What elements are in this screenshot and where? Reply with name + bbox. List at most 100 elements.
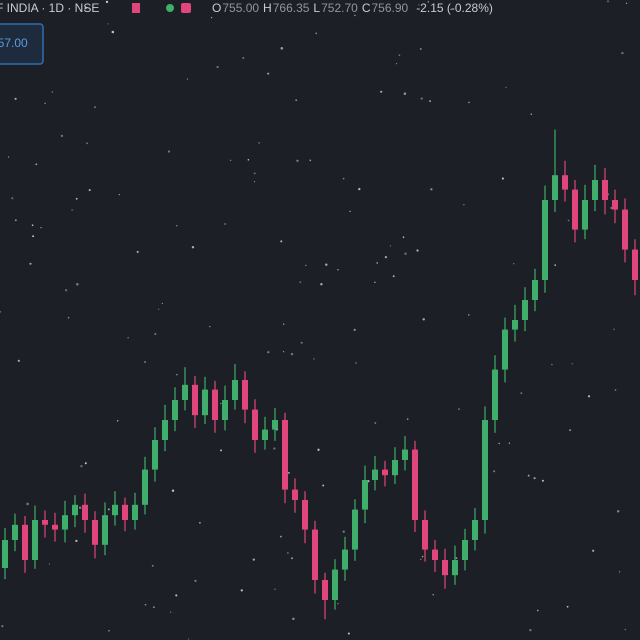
dot xyxy=(118,193,120,196)
dot xyxy=(167,150,171,153)
dot xyxy=(280,240,283,243)
dot xyxy=(398,54,401,57)
candle-body xyxy=(192,384,198,416)
candle-body xyxy=(382,469,388,476)
dot xyxy=(187,638,190,640)
dot xyxy=(176,374,178,376)
icon xyxy=(132,3,140,13)
dot xyxy=(300,341,303,344)
dot xyxy=(587,395,591,398)
dot xyxy=(258,142,260,144)
candle-body xyxy=(272,420,278,430)
dot xyxy=(48,563,51,565)
dot xyxy=(621,51,624,55)
candle-body xyxy=(462,540,468,560)
header: F INDIA · 1D · NSE O 755.00 H 766.35 L 752.70… xyxy=(0,1,493,65)
dot xyxy=(624,628,627,631)
price-tag: 757.00 xyxy=(0,36,28,50)
candle-body xyxy=(142,469,148,505)
candle-body xyxy=(12,524,18,540)
dot xyxy=(170,611,172,613)
dot xyxy=(240,589,243,592)
candle-body xyxy=(542,200,548,280)
dot xyxy=(273,447,276,450)
dot xyxy=(625,2,628,4)
candle-body xyxy=(552,175,558,200)
dot xyxy=(358,187,361,191)
dot xyxy=(116,420,119,422)
change: -2.15 (-0.28%) xyxy=(416,1,493,15)
dot xyxy=(1,625,4,628)
dot xyxy=(171,489,175,492)
ohlc-value: 755.00 xyxy=(222,1,259,15)
candle-body xyxy=(72,504,78,516)
dot xyxy=(384,255,388,259)
dot xyxy=(614,389,617,391)
dot xyxy=(107,23,109,25)
dot xyxy=(107,508,110,511)
dot xyxy=(282,351,285,353)
dot xyxy=(111,30,115,34)
dot xyxy=(51,91,53,93)
dot xyxy=(592,549,595,552)
dot xyxy=(290,352,294,356)
dot xyxy=(209,325,211,328)
dot xyxy=(380,90,383,93)
dot xyxy=(317,448,320,451)
dot xyxy=(267,351,270,354)
dot xyxy=(60,134,64,138)
dot xyxy=(292,617,295,621)
dot xyxy=(429,100,432,103)
dot xyxy=(64,289,68,292)
dot xyxy=(354,14,356,17)
dot xyxy=(313,358,315,360)
dot xyxy=(342,177,345,180)
dot xyxy=(75,197,78,200)
dot xyxy=(40,226,42,229)
dot xyxy=(216,66,219,69)
icon xyxy=(181,3,191,13)
dot xyxy=(11,197,14,200)
ohlc-value: 752.70 xyxy=(321,1,358,15)
dot xyxy=(420,558,422,561)
dot xyxy=(161,302,163,305)
dot xyxy=(404,252,407,255)
dot xyxy=(520,392,523,395)
candle-body xyxy=(212,389,218,420)
dot xyxy=(267,72,270,75)
dot xyxy=(175,594,178,597)
ohlc: O 755.00 H 766.35 L 752.70 C 756.90 xyxy=(212,1,409,15)
dot xyxy=(279,535,282,538)
candle-body xyxy=(432,549,438,560)
dot xyxy=(455,557,458,559)
candle-body xyxy=(172,400,178,420)
dot xyxy=(78,506,82,509)
candle-body xyxy=(262,429,268,440)
dot xyxy=(419,48,422,50)
dot xyxy=(14,97,17,100)
dot xyxy=(498,442,500,445)
dot xyxy=(325,263,328,266)
candle-body xyxy=(202,389,208,416)
dot xyxy=(569,429,571,431)
candle-body xyxy=(372,469,378,480)
dot xyxy=(288,472,290,474)
dot xyxy=(309,159,312,162)
dot xyxy=(342,530,345,533)
dot xyxy=(158,308,160,310)
dot xyxy=(420,97,423,100)
candle-body xyxy=(122,504,128,520)
dot xyxy=(153,606,155,608)
dot xyxy=(607,0,609,3)
candle-body xyxy=(362,480,368,510)
candle-body xyxy=(92,520,98,545)
dot xyxy=(80,465,83,468)
dot xyxy=(337,269,339,271)
candle-body xyxy=(112,504,118,516)
dot xyxy=(35,163,38,166)
candle-body xyxy=(502,329,508,370)
dot xyxy=(0,310,2,313)
dot xyxy=(374,281,376,283)
dot xyxy=(299,281,302,283)
